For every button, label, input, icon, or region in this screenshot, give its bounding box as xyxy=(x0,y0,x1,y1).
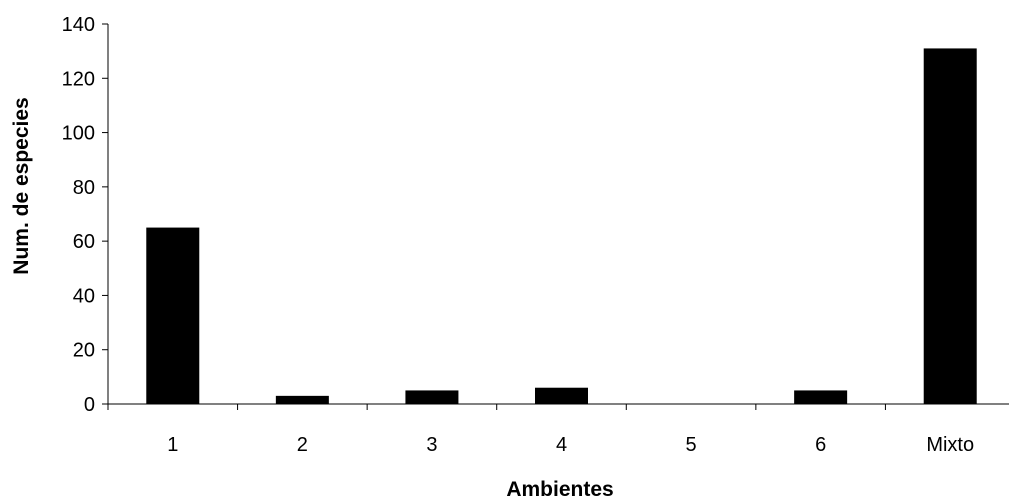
bar xyxy=(275,395,329,404)
y-tick-label: 40 xyxy=(73,285,95,307)
bar xyxy=(146,227,200,404)
x-tick-label: 4 xyxy=(556,434,567,456)
bars xyxy=(146,48,977,405)
y-tick-label: 100 xyxy=(62,123,95,145)
y-axis: 0 20 40 60 80 100 120 140 xyxy=(62,14,109,416)
x-tick-label: 1 xyxy=(167,434,178,456)
y-axis-title: Num. de especies xyxy=(10,97,33,274)
y-tick-label: 80 xyxy=(73,177,95,199)
y-tick-label: 0 xyxy=(84,394,95,416)
bar xyxy=(405,390,459,404)
x-tick-label: Mixto xyxy=(926,434,974,456)
bar xyxy=(535,387,588,404)
x-tick-label: 2 xyxy=(297,434,308,456)
bar xyxy=(794,390,848,404)
x-axis-title: Ambientes xyxy=(506,478,613,500)
bar xyxy=(923,48,977,405)
x-tick-label: 5 xyxy=(686,434,697,456)
y-tick-label: 60 xyxy=(73,231,95,253)
y-tick-label: 20 xyxy=(73,340,95,362)
y-tick-label: 120 xyxy=(62,68,95,90)
x-axis: 1 2 3 4 5 6 Mixto xyxy=(107,403,1009,456)
y-tick-label: 140 xyxy=(62,14,95,36)
x-tick-label: 3 xyxy=(426,434,437,456)
x-tick-label: 6 xyxy=(815,434,826,456)
